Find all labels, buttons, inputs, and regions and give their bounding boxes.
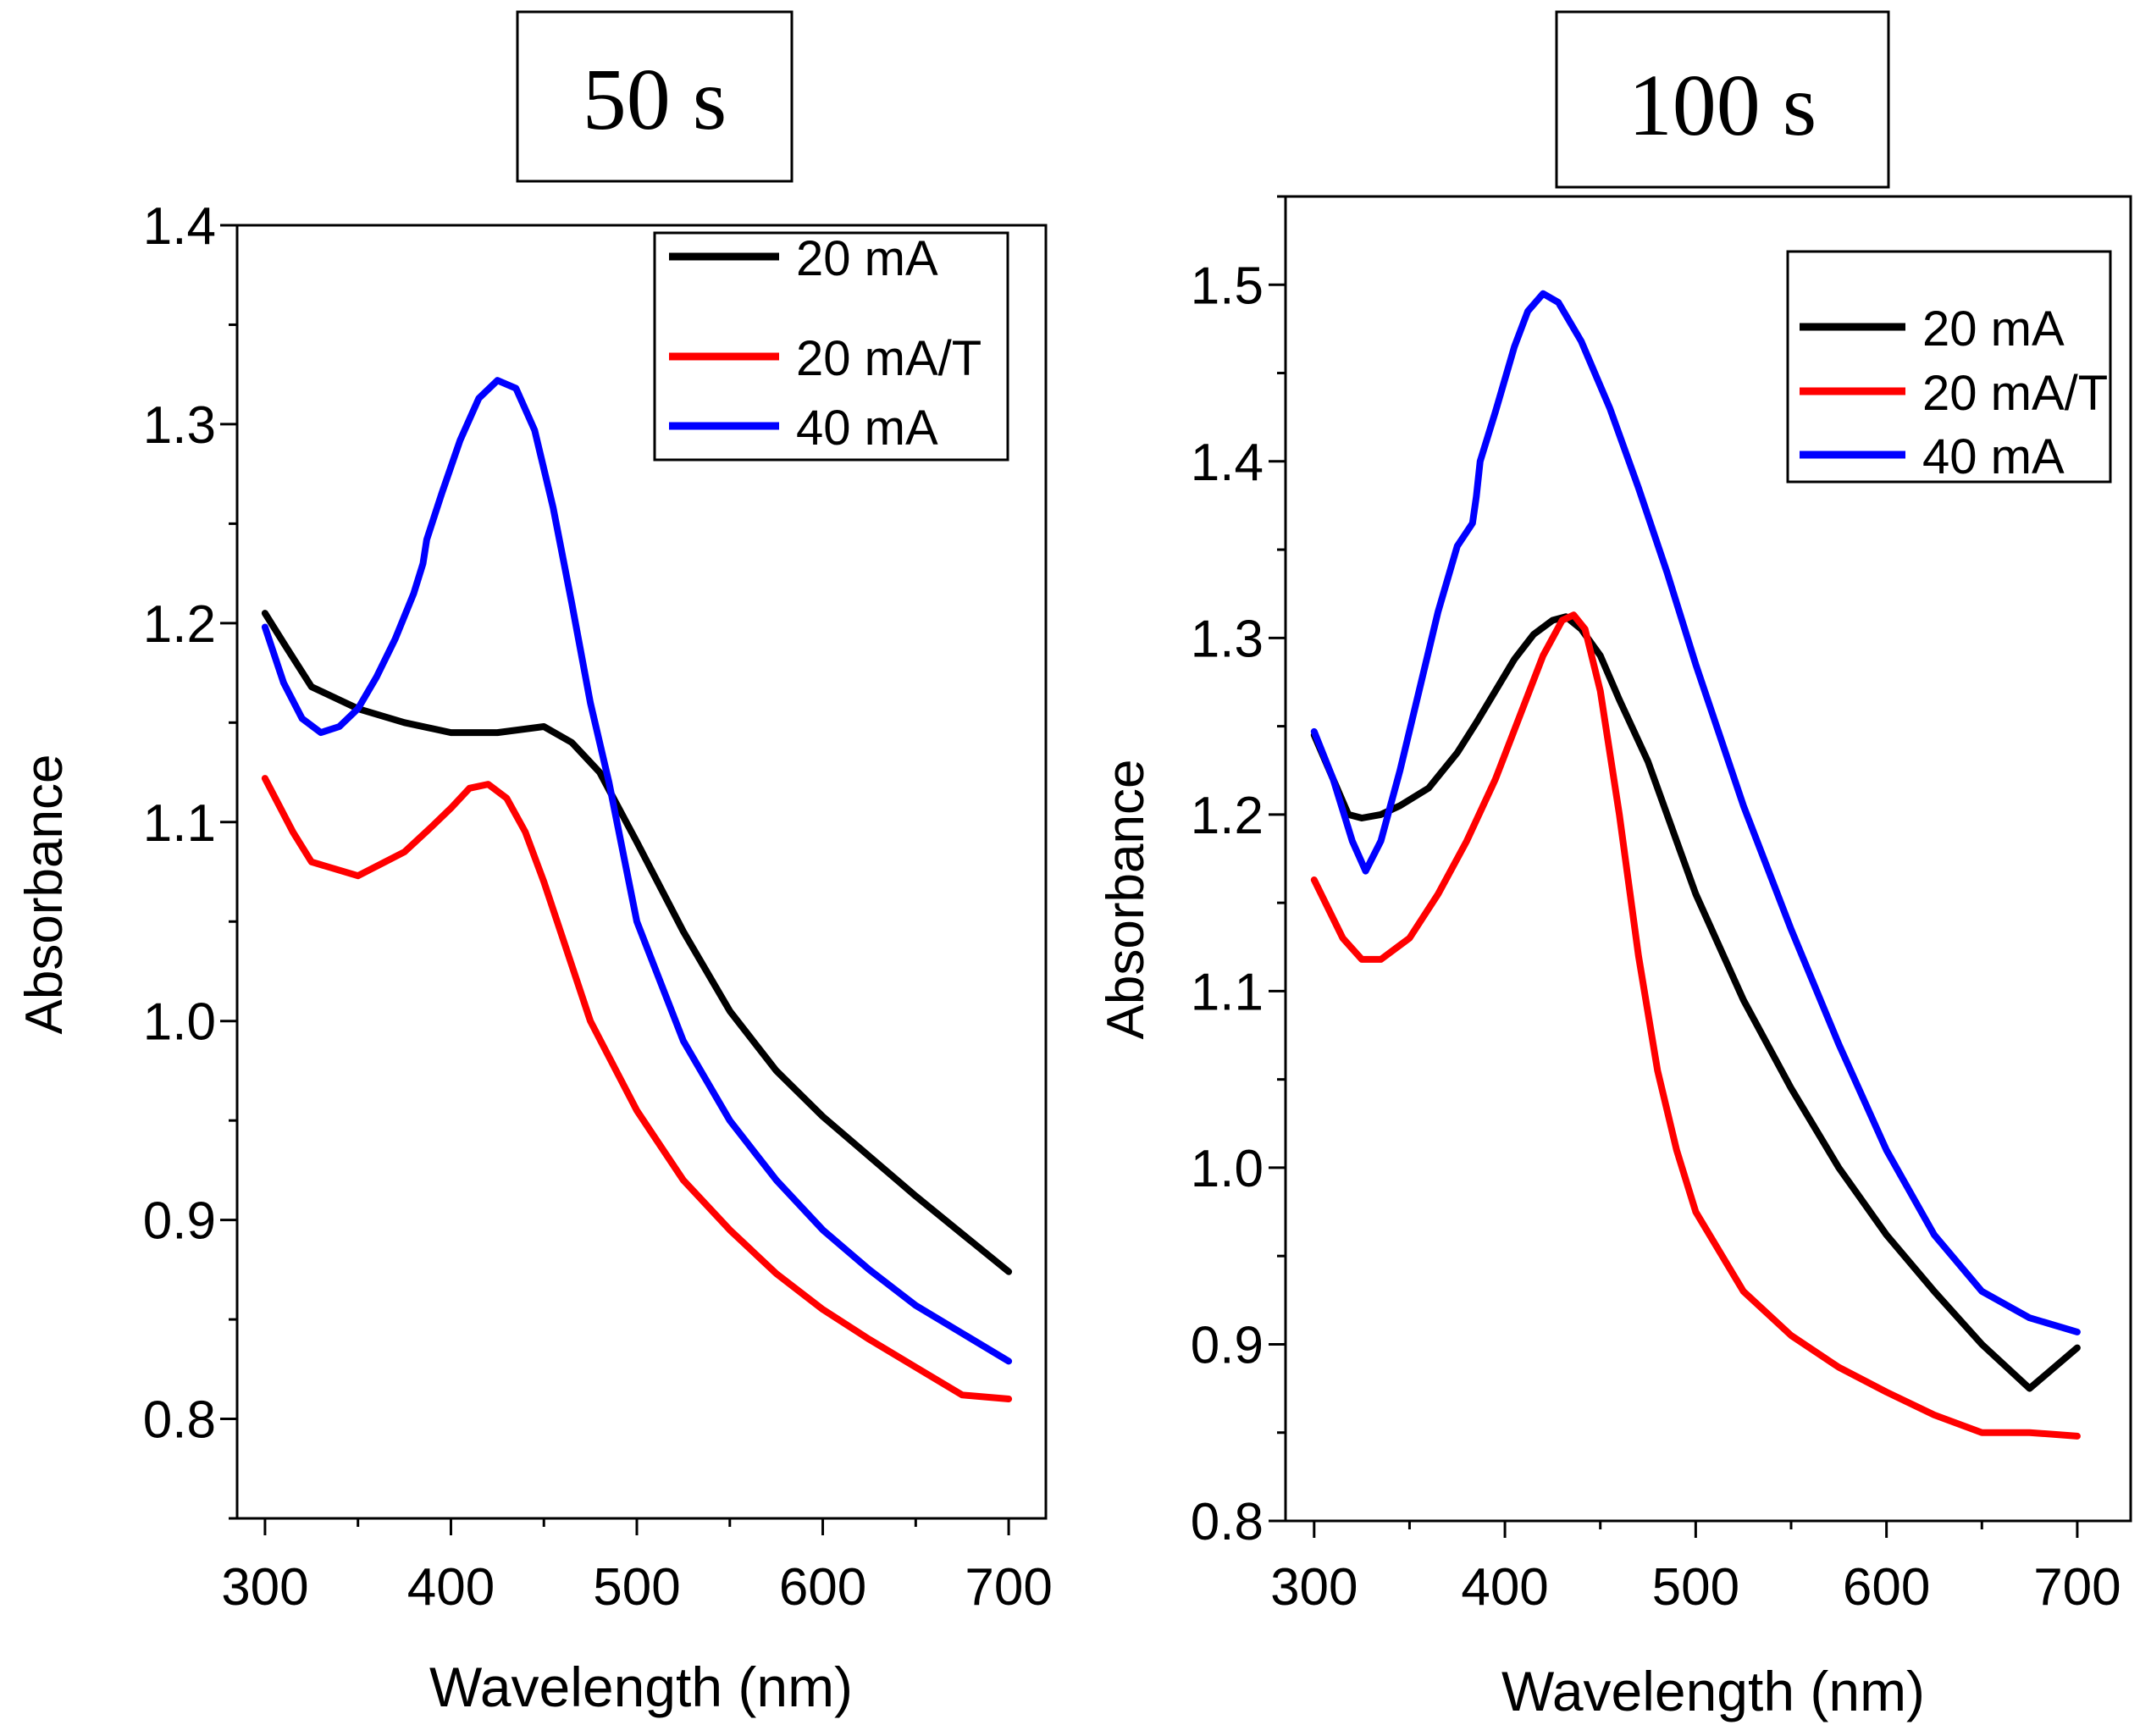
y-tick-label: 1.4 [1191, 434, 1264, 492]
y-tick-label: 1.0 [143, 993, 216, 1052]
chart-50s-y-axis-label: Absorbance [15, 755, 74, 1035]
legend-label-20ma-t: 20 mA/T [796, 331, 982, 386]
x-tick-label: 600 [1843, 1558, 1930, 1617]
y-tick-label: 1.2 [143, 595, 216, 654]
y-tick-label: 0.9 [1191, 1316, 1264, 1374]
chart-50s-legend-frame [653, 231, 1009, 462]
chart-100s: 100 s 0.8 0.9 1.0 1.1 1.2 1.3 1.4 1.5 300 400 500… [1097, 10, 2132, 1722]
series-line-20ma-t [261, 775, 1013, 1402]
x-tick-label: 300 [1270, 1558, 1358, 1617]
x-tick-label: 700 [2033, 1558, 2121, 1617]
series-line-40ma [261, 377, 1013, 1365]
y-tick-label: 1.0 [1191, 1140, 1264, 1198]
y-tick-label: 1.4 [143, 197, 216, 256]
x-tick-label: 400 [1461, 1558, 1548, 1617]
series-line-40ma [1310, 290, 2081, 1335]
chart-50s-legend: 20 mA 20 mA/T 40 mA [653, 231, 1009, 462]
x-tick-label: 600 [779, 1558, 866, 1617]
y-tick-label: 0.9 [143, 1192, 216, 1251]
y-tick-label: 0.8 [1191, 1493, 1264, 1551]
y-tick-label: 0.8 [143, 1391, 216, 1450]
x-tick-label: 300 [221, 1558, 308, 1617]
chart-100s-y-axis-label: Absorbance [1097, 760, 1155, 1040]
chart-50s-title-frame [516, 10, 794, 183]
chart-100s-legend-frame [1786, 250, 2112, 484]
chart-50s-y-ticks: 0.8 0.9 1.0 1.1 1.2 1.3 1.4 [143, 197, 237, 1520]
x-tick-label: 400 [407, 1558, 495, 1617]
x-tick-label: 700 [965, 1558, 1052, 1617]
legend-label-20ma: 20 mA [1922, 301, 2065, 357]
chart-50s: 50 s 0.8 0.9 1.0 1.1 1.2 1.3 1.4 300 400 500 600 7… [15, 10, 1053, 1718]
chart-50s-title-box: 50 s [516, 10, 794, 183]
y-tick-label: 1.5 [1191, 257, 1264, 315]
chart-50s-series [261, 377, 1013, 1402]
legend-label-20ma-t: 20 mA/T [1922, 366, 2108, 421]
chart-100s-series [1310, 290, 2081, 1440]
x-tick-label: 500 [593, 1558, 680, 1617]
y-tick-label: 1.3 [1191, 610, 1264, 668]
series-line-20ma-t [1310, 611, 2081, 1440]
chart-100s-y-ticks: 0.8 0.9 1.0 1.1 1.2 1.3 1.4 1.5 [1191, 195, 1286, 1551]
legend-label-20ma: 20 mA [796, 231, 938, 286]
series-line-20ma [261, 610, 1013, 1275]
y-tick-label: 1.1 [143, 794, 216, 853]
chart-100s-title-frame [1555, 10, 1890, 189]
chart-100s-x-axis-label: Wavelength (nm) [1501, 1660, 1925, 1722]
chart-50s-title: 50 s [583, 51, 727, 148]
chart-50s-plot-frame [235, 224, 1048, 1520]
y-tick-label: 1.3 [143, 396, 216, 455]
legend-label-40ma: 40 mA [1922, 429, 2065, 484]
legend-label-40ma: 40 mA [796, 401, 938, 456]
chart-100s-title: 100 s [1629, 57, 1817, 154]
chart-50s-x-axis-label: Wavelength (nm) [429, 1656, 853, 1718]
chart-100s-x-ticks: 300 400 500 600 700 [1270, 1521, 2121, 1617]
y-tick-label: 1.1 [1191, 963, 1264, 1021]
x-tick-label: 500 [1652, 1558, 1739, 1617]
chart-100s-legend: 20 mA 20 mA/T 40 mA [1786, 250, 2112, 484]
chart-100s-plot-frame [1284, 195, 2132, 1523]
chart-100s-title-box: 100 s [1555, 10, 1890, 189]
chart-50s-x-ticks: 300 400 500 600 700 [221, 1518, 1053, 1617]
y-tick-label: 1.2 [1191, 787, 1264, 845]
